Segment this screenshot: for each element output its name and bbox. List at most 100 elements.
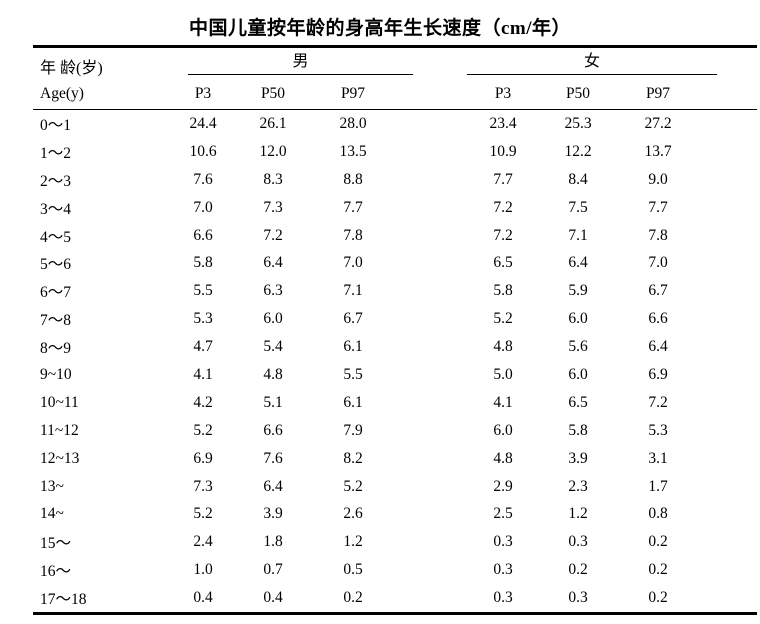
age-cell: 14~	[40, 505, 64, 523]
male-p97-header: P97	[340, 84, 366, 102]
table-row: 4～5 6.6 7.2 7.8 7.2 7.1 7.8	[33, 222, 757, 250]
age-cell: 2～3	[40, 172, 72, 190]
value-cell: 10.9	[489, 142, 517, 160]
value-cell: 1.7	[648, 477, 668, 495]
value-cell: 4.8	[493, 338, 513, 356]
male-p50-header: P50	[260, 84, 286, 102]
value-cell: 13.7	[644, 142, 672, 160]
value-cell: 7.9	[343, 421, 363, 439]
value-cell: 25.3	[564, 114, 592, 132]
age-cell: 15～	[40, 535, 72, 553]
value-cell: 0.2	[648, 561, 668, 579]
value-cell: 9.0	[648, 170, 668, 188]
value-cell: 5.0	[493, 365, 513, 383]
table-row: 13~ 7.3 6.4 5.2 2.9 2.3 1.7	[33, 473, 757, 501]
table-row: 3～4 7.0 7.3 7.7 7.2 7.5 7.7	[33, 194, 757, 222]
value-cell: 5.2	[193, 505, 213, 523]
header-divider-rule	[33, 109, 757, 110]
value-cell: 4.7	[193, 338, 213, 356]
value-cell: 7.0	[193, 198, 213, 216]
value-cell: 6.9	[648, 365, 668, 383]
value-cell: 5.3	[648, 421, 668, 439]
age-cell: 8～9	[40, 340, 72, 358]
table-row: 9~10 4.1 4.8 5.5 5.0 6.0 6.9	[33, 361, 757, 389]
value-cell: 3.9	[263, 505, 283, 523]
value-cell: 5.5	[193, 282, 213, 300]
value-cell: 0.2	[343, 589, 363, 607]
table-header-percentile-row: Age(y) P3 P50 P97 P3 P50 P97	[33, 78, 757, 109]
value-cell: 6.7	[343, 310, 363, 328]
value-cell: 6.1	[343, 338, 363, 356]
growth-rate-table: 年 龄(岁) 男 女 Age(y) P3 P50 P97 P3 P50 P97 …	[33, 45, 757, 616]
male-p3-header: P3	[194, 84, 212, 102]
value-cell: 7.6	[263, 449, 283, 467]
value-cell: 7.3	[263, 198, 283, 216]
age-cell: 4～5	[40, 228, 72, 246]
value-cell: 5.8	[193, 254, 213, 272]
value-cell: 5.2	[193, 421, 213, 439]
value-cell: 7.7	[493, 170, 513, 188]
value-cell: 28.0	[339, 114, 367, 132]
value-cell: 7.0	[343, 254, 363, 272]
value-cell: 6.5	[568, 393, 588, 411]
table-body: 0～1 24.4 26.1 28.0 23.4 25.3 27.2 1～2 10…	[33, 110, 757, 612]
value-cell: 6.0	[493, 421, 513, 439]
value-cell: 7.5	[568, 198, 588, 216]
table-row: 12~13 6.9 7.6 8.2 4.8 3.9 3.1	[33, 445, 757, 473]
value-cell: 3.1	[648, 449, 668, 467]
value-cell: 8.8	[343, 170, 363, 188]
table-bottom-rule	[33, 612, 757, 616]
value-cell: 7.8	[343, 226, 363, 244]
female-p97-header: P97	[645, 84, 671, 102]
age-cell: 1～2	[40, 144, 72, 162]
value-cell: 0.3	[493, 533, 513, 551]
value-cell: 0.8	[648, 505, 668, 523]
value-cell: 6.9	[193, 449, 213, 467]
value-cell: 7.0	[648, 254, 668, 272]
value-cell: 1.2	[568, 505, 588, 523]
value-cell: 7.8	[648, 226, 668, 244]
value-cell: 7.2	[263, 226, 283, 244]
male-group-header: 男	[188, 51, 413, 75]
table-row: 5～6 5.8 6.4 7.0 6.5 6.4 7.0	[33, 249, 757, 277]
age-cell: 5～6	[40, 256, 72, 274]
value-cell: 7.2	[493, 226, 513, 244]
table-row: 16～ 1.0 0.7 0.5 0.3 0.2 0.2	[33, 556, 757, 584]
value-cell: 6.0	[263, 310, 283, 328]
value-cell: 6.1	[343, 393, 363, 411]
table-row: 14~ 5.2 3.9 2.6 2.5 1.2 0.8	[33, 500, 757, 528]
value-cell: 2.6	[343, 505, 363, 523]
table-header-group-row: 年 龄(岁) 男 女	[33, 48, 757, 78]
age-column-header-zh: 年 龄(岁)	[40, 60, 103, 77]
age-cell: 11~12	[40, 421, 79, 439]
value-cell: 6.6	[263, 421, 283, 439]
value-cell: 6.4	[263, 254, 283, 272]
table-row: 7～8 5.3 6.0 6.7 5.2 6.0 6.6	[33, 305, 757, 333]
value-cell: 6.4	[648, 338, 668, 356]
value-cell: 0.2	[648, 589, 668, 607]
table-row: 6～7 5.5 6.3 7.1 5.8 5.9 6.7	[33, 277, 757, 305]
value-cell: 7.7	[343, 198, 363, 216]
value-cell: 1.0	[193, 561, 213, 579]
value-cell: 2.3	[568, 477, 588, 495]
value-cell: 23.4	[489, 114, 517, 132]
value-cell: 13.5	[339, 142, 367, 160]
value-cell: 6.5	[493, 254, 513, 272]
age-cell: 17～18	[40, 591, 87, 609]
table-row: 0～1 24.4 26.1 28.0 23.4 25.3 27.2	[33, 110, 757, 138]
value-cell: 0.4	[193, 589, 213, 607]
value-cell: 8.2	[343, 449, 363, 467]
value-cell: 7.6	[193, 170, 213, 188]
page-title: 中国儿童按年龄的身高年生长速度（cm/年）	[188, 18, 572, 39]
value-cell: 5.2	[493, 310, 513, 328]
value-cell: 7.1	[343, 282, 363, 300]
value-cell: 2.4	[193, 533, 213, 551]
table-row: 10~11 4.2 5.1 6.1 4.1 6.5 7.2	[33, 389, 757, 417]
value-cell: 5.4	[263, 338, 283, 356]
value-cell: 6.4	[568, 254, 588, 272]
female-group-header: 女	[467, 51, 717, 75]
female-p50-header: P50	[565, 84, 591, 102]
value-cell: 7.7	[648, 198, 668, 216]
value-cell: 0.3	[493, 561, 513, 579]
value-cell: 27.2	[644, 114, 672, 132]
